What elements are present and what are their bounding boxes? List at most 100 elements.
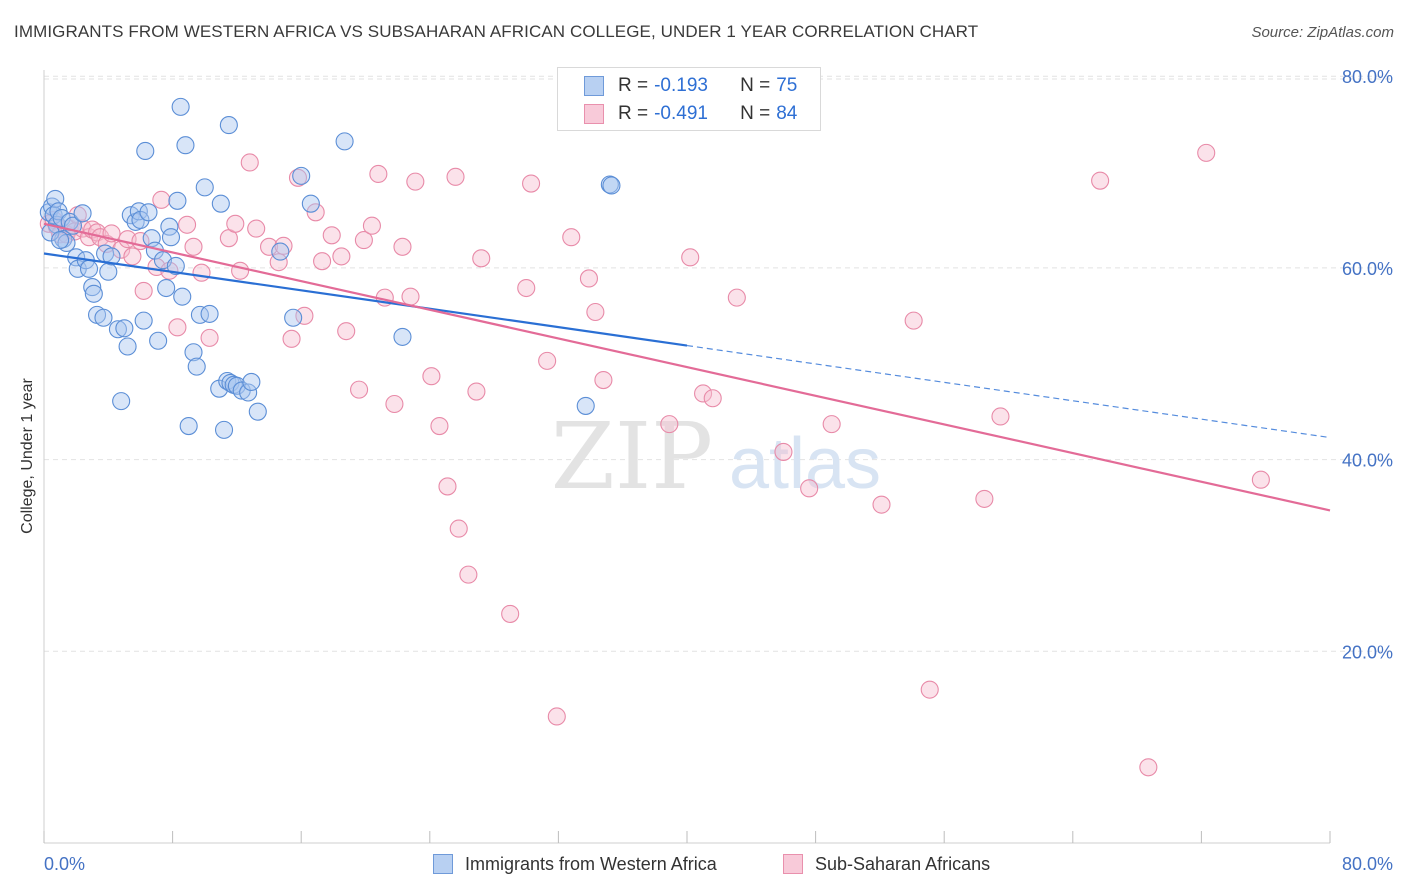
data-point [517, 278, 536, 298]
data-point [350, 380, 369, 399]
data-point [166, 256, 185, 276]
data-point [660, 415, 679, 434]
data-point [292, 166, 311, 185]
data-point [112, 392, 131, 411]
data-point [920, 680, 939, 699]
data-point [139, 203, 158, 222]
legend-n-value: 75 [776, 75, 798, 96]
data-point [94, 308, 113, 327]
data-point [438, 477, 457, 496]
legend-r-label: R = [618, 75, 649, 96]
legend-swatch-blue [584, 76, 604, 96]
data-point [227, 376, 246, 395]
chart-title: IMMIGRANTS FROM WESTERN AFRICA VS SUBSAH… [14, 22, 979, 41]
data-point [161, 228, 181, 247]
data-point [149, 331, 168, 350]
bottom-legend-western-africa: Immigrants from Western Africa [433, 852, 717, 876]
data-point [240, 153, 259, 172]
data-point [152, 190, 171, 209]
data-point [248, 402, 267, 421]
data-point [242, 372, 261, 392]
data-point [449, 519, 468, 538]
data-point [282, 329, 301, 348]
data-point [322, 226, 341, 245]
watermark-zip: ZIP [551, 403, 713, 510]
data-point [284, 308, 303, 327]
data-point [406, 172, 425, 191]
data-point [231, 261, 250, 280]
data-point [226, 214, 245, 233]
data-point [295, 306, 314, 325]
data-point [872, 495, 891, 514]
data-point [118, 337, 137, 356]
data-point [200, 328, 219, 347]
data-point [178, 215, 197, 234]
data-point [173, 287, 192, 306]
stats-legend: R = -0.193 N = 75 R = -0.491 N = 84 [557, 67, 821, 131]
data-point [301, 194, 320, 213]
data-point [586, 302, 605, 322]
data-point [73, 204, 92, 223]
legend-row-sub-saharan: R = -0.491 N = 84 [584, 101, 797, 127]
legend-n-label: N = [740, 75, 771, 96]
data-point [184, 343, 203, 362]
data-point [332, 247, 351, 266]
data-point [176, 136, 195, 155]
data-point [247, 219, 266, 238]
data-point [594, 370, 613, 390]
data-point [51, 231, 70, 250]
watermark-atlas: atlas [729, 424, 881, 504]
data-point [84, 284, 103, 303]
data-point [335, 132, 354, 151]
data-point [401, 287, 420, 306]
x-tick-label-max: 80.0% [1342, 854, 1393, 874]
data-point [430, 417, 449, 436]
data-point [422, 367, 441, 386]
data-point [600, 175, 619, 194]
series-western-africa-points [39, 97, 621, 439]
legend-r-value: -0.491 [654, 103, 708, 124]
data-point [1197, 143, 1216, 162]
y-tick-label: 40.0% [1342, 451, 1393, 471]
legend-r-label: R = [618, 103, 649, 124]
data-point [288, 168, 308, 187]
data-point [271, 242, 290, 261]
data-point [306, 203, 325, 222]
data-point [168, 191, 187, 210]
data-point [727, 288, 746, 307]
data-point [134, 311, 153, 330]
data-point [211, 194, 230, 213]
data-point [354, 231, 373, 250]
data-point [190, 305, 209, 324]
data-point [259, 237, 279, 256]
data-point [102, 247, 121, 266]
data-point [136, 141, 155, 161]
data-point [115, 319, 134, 338]
data-point [446, 167, 465, 186]
data-point [239, 383, 258, 402]
data-point [79, 259, 99, 278]
data-point [1091, 171, 1110, 190]
data-point [192, 263, 211, 282]
legend-row-western-africa: R = -0.193 N = 75 [584, 73, 797, 99]
data-point [274, 236, 293, 255]
data-point [991, 407, 1010, 426]
data-point [1139, 758, 1158, 777]
data-point [369, 164, 388, 184]
data-point [538, 351, 557, 370]
data-point [774, 442, 793, 461]
data-point [123, 247, 142, 266]
data-point [694, 384, 713, 403]
data-point [579, 269, 598, 288]
data-point [187, 357, 206, 376]
data-point [99, 262, 118, 281]
data-point [822, 415, 841, 434]
data-point [385, 394, 404, 414]
legend-swatch-pink [584, 104, 604, 124]
data-point [393, 237, 412, 256]
bottom-legend-label: Sub-Saharan Africans [815, 853, 991, 874]
data-point [83, 278, 102, 297]
data-point [200, 304, 219, 323]
data-point [41, 223, 60, 242]
